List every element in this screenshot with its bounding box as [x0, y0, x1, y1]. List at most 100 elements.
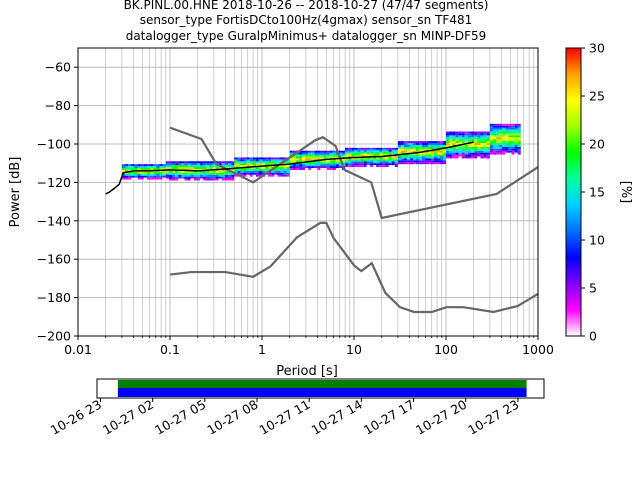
pdf-cell	[436, 152, 440, 155]
pdf-cell	[406, 141, 410, 144]
pdf-cell	[193, 174, 197, 177]
pdf-cell	[394, 149, 398, 152]
pdf-cell	[187, 170, 191, 173]
pdf-cell	[458, 143, 462, 145]
pdf-cell	[517, 129, 521, 132]
pdf-cell	[489, 131, 493, 134]
pdf-cell	[354, 147, 358, 150]
pdf-cell	[193, 163, 197, 166]
pdf-cell	[255, 168, 259, 171]
pdf-cell	[140, 177, 144, 180]
probability-density	[121, 123, 521, 181]
title-line-2: sensor_type FortisDCto100Hz(4gmax) senso…	[140, 13, 472, 27]
pdf-cell	[449, 141, 453, 144]
pdf-cell	[412, 143, 416, 145]
pdf-cell	[305, 154, 309, 157]
pdf-cell	[480, 143, 484, 145]
pdf-cell	[477, 137, 481, 140]
pdf-cell	[196, 174, 201, 177]
pdf-cell	[125, 173, 129, 176]
pdf-cell	[436, 162, 440, 165]
pdf-cell	[243, 165, 247, 168]
pdf-cell	[496, 143, 500, 145]
pdf-cell	[427, 156, 431, 159]
pdf-cell	[332, 166, 336, 168]
pdf-cell	[134, 173, 138, 176]
pdf-cell	[140, 173, 144, 176]
pdf-cell	[406, 143, 410, 145]
pdf-cell	[471, 133, 475, 136]
pdf-cell	[439, 160, 443, 163]
pdf-cell	[394, 157, 398, 160]
pdf-cell	[165, 161, 169, 164]
pdf-cell	[298, 166, 303, 168]
pdf-cell	[427, 154, 431, 157]
pdf-cell	[464, 133, 468, 136]
pdf-cell	[277, 161, 281, 164]
pdf-cell	[190, 163, 194, 166]
timeline-tick-label: 10-27 17	[361, 397, 417, 438]
pdf-cell	[492, 135, 497, 138]
pdf-cell	[360, 161, 364, 164]
y-tick-label: −160	[37, 252, 71, 267]
pdf-cell	[409, 148, 413, 151]
pdf-cell	[345, 163, 349, 166]
pdf-cell	[424, 148, 428, 151]
pdf-cell	[345, 155, 349, 158]
pdf-cell	[295, 166, 299, 168]
pdf-cell	[280, 165, 284, 168]
pdf-cell	[252, 170, 256, 173]
pdf-cell	[314, 162, 318, 165]
pdf-cell	[280, 168, 284, 171]
pdf-cell	[442, 141, 446, 144]
pdf-cell	[436, 150, 440, 153]
pdf-cell	[436, 141, 440, 144]
pdf-cell	[436, 146, 440, 149]
pdf-cell	[480, 150, 484, 153]
pdf-cell	[317, 154, 321, 157]
pdf-cell	[517, 150, 521, 153]
pdf-cell	[499, 127, 503, 130]
pdf-cell	[446, 144, 450, 147]
pdf-cell	[342, 158, 346, 161]
pdf-cell	[354, 153, 358, 156]
pdf-cell	[474, 148, 478, 151]
pdf-cell	[363, 149, 367, 152]
pdf-cell	[137, 173, 141, 176]
pdf-cell	[418, 156, 422, 159]
pdf-cell	[483, 143, 487, 145]
pdf-cell	[196, 165, 201, 168]
pdf-cell	[376, 165, 380, 168]
pdf-cell	[178, 178, 182, 181]
pdf-cell	[305, 168, 309, 170]
pdf-cell	[517, 144, 521, 147]
pdf-cell	[424, 156, 428, 159]
pdf-cell	[262, 159, 266, 162]
pdf-cell	[131, 164, 135, 167]
pdf-cell	[452, 152, 456, 155]
pdf-cell	[172, 161, 176, 164]
pdf-cell	[480, 131, 484, 134]
pdf-cell	[505, 125, 509, 128]
pdf-cell	[228, 163, 232, 166]
pdf-cell	[442, 160, 446, 163]
pdf-cell	[360, 157, 364, 160]
pdf-cell	[342, 160, 346, 163]
timeline-tick-label: 10-27 23	[465, 397, 521, 438]
pdf-cell	[224, 161, 229, 164]
pdf-cell	[165, 178, 169, 181]
pdf-cell	[240, 161, 244, 164]
y-tick-label: −120	[37, 175, 71, 190]
pdf-cell	[348, 163, 352, 166]
pdf-cell	[452, 150, 456, 153]
pdf-cell	[338, 168, 343, 170]
pdf-cell	[400, 148, 404, 151]
pdf-cell	[499, 150, 503, 153]
pdf-cell	[406, 156, 410, 159]
x-tick-label: 100	[434, 342, 458, 357]
pdf-cell	[335, 154, 339, 157]
pdf-cell	[125, 177, 129, 180]
pdf-cell	[271, 161, 275, 164]
pdf-cell	[150, 177, 154, 180]
pdf-cell	[168, 161, 173, 164]
